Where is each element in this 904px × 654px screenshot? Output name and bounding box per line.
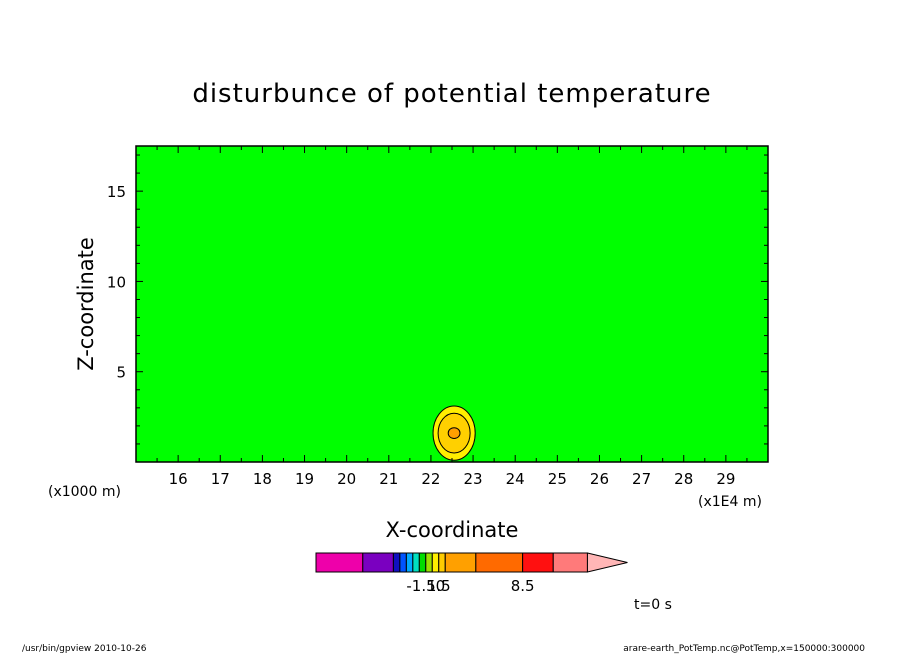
- y-unit-label: (x1000 m): [48, 484, 121, 500]
- x-tick-label: 18: [253, 470, 272, 488]
- colorbar-arrow: [586, 552, 628, 573]
- colorbar-segment: [431, 552, 440, 573]
- x-tick-label: 19: [295, 470, 314, 488]
- colorbar-segment: [438, 552, 446, 573]
- x-tick-labels: 16 17 18 19 20 21 22 23 24 25 26 27 28 29: [169, 470, 736, 488]
- colorbar-label: -1.50: [406, 577, 445, 595]
- colorbar-segment: [399, 552, 407, 573]
- y-tick-label: 10: [107, 273, 126, 291]
- footer-right: arare-earth_PotTemp.nc@PotTemp,x=150000:…: [623, 644, 865, 654]
- colorbar-segment: [405, 552, 414, 573]
- x-tick-label: 16: [169, 470, 188, 488]
- colorbar-segment: [475, 552, 524, 573]
- colorbar-segment: [444, 552, 477, 573]
- y-axis-label: Z-coordinate: [74, 237, 98, 371]
- colorbar-segment: [412, 552, 420, 573]
- x-tick-label: 23: [464, 470, 483, 488]
- footer-left: /usr/bin/gpview 2010-10-26: [22, 644, 147, 654]
- plot-area: [135, 145, 769, 463]
- colorbar-segment: [552, 552, 588, 573]
- x-tick-label: 20: [337, 470, 356, 488]
- colorbar-segment: [392, 552, 401, 573]
- x-tick-label: 28: [674, 470, 693, 488]
- x-axis-label: X-coordinate: [386, 518, 519, 542]
- x-tick-label: 17: [211, 470, 230, 488]
- chart-title: disturbunce of potential temperature: [192, 79, 711, 109]
- colorbar-segment: [522, 552, 554, 573]
- colorbar-segment: [362, 552, 394, 573]
- colorbar-segment: [315, 552, 364, 573]
- colorbar: [315, 552, 628, 573]
- x-tick-label: 22: [421, 470, 440, 488]
- temperature-disturbance: [432, 405, 476, 461]
- colorbar-segment: [418, 552, 427, 573]
- y-tick-label: 15: [107, 183, 126, 201]
- colorbar-label: 8.5: [511, 577, 535, 595]
- colorbar-labels: -1.501.5 8.5: [406, 577, 534, 595]
- time-label: t=0 s: [634, 597, 672, 613]
- colorbar-segment: [425, 552, 433, 573]
- axis-ticks: [135, 146, 769, 463]
- x-tick-label: 25: [548, 470, 567, 488]
- colorbar-label: 1.5: [427, 577, 451, 595]
- y-tick-label: 5: [116, 364, 126, 382]
- y-tick-labels: 5 10 15: [107, 183, 126, 382]
- contour-ring-2: [447, 427, 461, 440]
- x-tick-label: 26: [590, 470, 609, 488]
- x-tick-label: 21: [379, 470, 398, 488]
- x-unit-label: (x1E4 m): [698, 494, 762, 510]
- x-tick-label: 29: [716, 470, 735, 488]
- x-tick-label: 24: [506, 470, 525, 488]
- x-tick-label: 27: [632, 470, 651, 488]
